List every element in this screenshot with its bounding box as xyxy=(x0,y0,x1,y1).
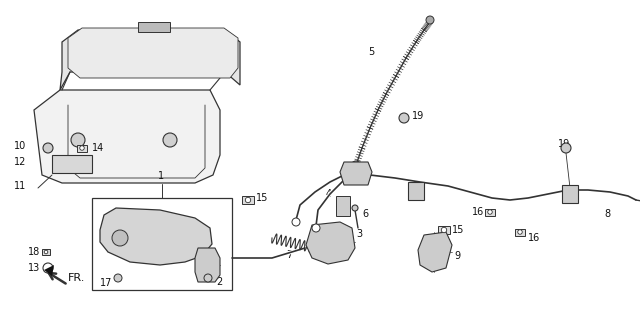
Circle shape xyxy=(518,230,522,234)
Circle shape xyxy=(351,161,361,171)
Bar xyxy=(52,155,92,173)
Bar xyxy=(562,185,578,203)
Bar xyxy=(138,22,170,32)
Circle shape xyxy=(561,143,571,153)
Circle shape xyxy=(204,274,212,282)
Text: 6: 6 xyxy=(362,209,368,219)
Text: 7: 7 xyxy=(286,250,292,260)
Circle shape xyxy=(442,227,447,233)
Text: 2: 2 xyxy=(216,277,222,287)
Bar xyxy=(92,198,232,290)
Circle shape xyxy=(426,16,434,24)
Circle shape xyxy=(43,143,53,153)
Text: 13: 13 xyxy=(28,263,40,273)
Circle shape xyxy=(112,230,128,246)
Text: 3: 3 xyxy=(356,229,362,239)
Text: 19: 19 xyxy=(412,111,424,121)
Text: 19: 19 xyxy=(558,139,570,149)
Text: 9: 9 xyxy=(454,251,460,261)
Bar xyxy=(485,208,495,216)
Text: 1: 1 xyxy=(158,171,164,181)
Polygon shape xyxy=(44,265,54,276)
Text: 15: 15 xyxy=(452,225,465,235)
Polygon shape xyxy=(60,30,240,90)
Text: 11: 11 xyxy=(14,181,26,191)
Bar xyxy=(438,226,450,234)
Circle shape xyxy=(352,205,358,211)
Polygon shape xyxy=(306,222,355,264)
Text: 16: 16 xyxy=(472,207,484,217)
Bar xyxy=(242,196,254,204)
Text: 15: 15 xyxy=(256,193,268,203)
Text: 4: 4 xyxy=(326,189,332,199)
Polygon shape xyxy=(34,90,220,183)
Circle shape xyxy=(312,224,320,232)
Circle shape xyxy=(399,113,409,123)
Circle shape xyxy=(163,133,177,147)
Bar xyxy=(408,182,424,200)
Text: 5: 5 xyxy=(368,47,374,57)
Bar xyxy=(515,228,525,236)
Text: 12: 12 xyxy=(14,157,26,167)
Circle shape xyxy=(80,146,84,150)
Bar xyxy=(77,144,87,152)
Text: 10: 10 xyxy=(14,141,26,151)
Circle shape xyxy=(71,133,85,147)
Circle shape xyxy=(488,210,492,214)
Text: 18: 18 xyxy=(28,247,40,257)
Circle shape xyxy=(292,218,300,226)
Text: 8: 8 xyxy=(604,209,610,219)
Circle shape xyxy=(43,263,53,273)
Bar xyxy=(336,196,350,216)
Circle shape xyxy=(114,274,122,282)
Text: FR.: FR. xyxy=(68,273,85,283)
Text: 16: 16 xyxy=(528,233,540,243)
Text: 17: 17 xyxy=(100,278,113,288)
Polygon shape xyxy=(418,232,452,272)
Circle shape xyxy=(245,197,251,203)
Bar xyxy=(42,249,50,255)
Polygon shape xyxy=(68,28,238,78)
Text: 14: 14 xyxy=(92,143,104,153)
Polygon shape xyxy=(100,208,212,265)
Polygon shape xyxy=(195,248,220,282)
Polygon shape xyxy=(340,162,372,185)
Circle shape xyxy=(44,250,48,254)
